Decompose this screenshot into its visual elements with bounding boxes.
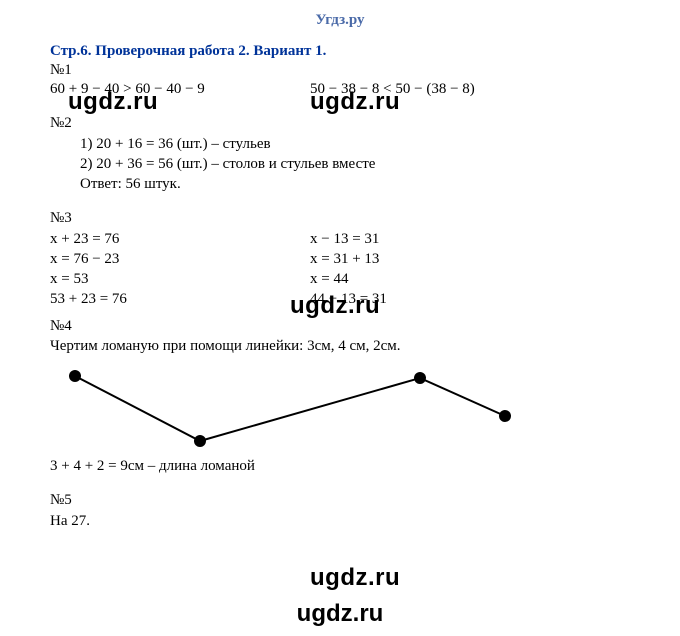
polyline-path <box>75 376 505 441</box>
problem-5-num: №5 <box>50 490 630 510</box>
p3a-4: 53 + 23 = 76 <box>50 289 310 309</box>
polyline-vertex-2 <box>414 372 426 384</box>
watermark-3: ugdz.ru <box>290 292 380 320</box>
watermark-4: ugdz.ru <box>310 564 400 592</box>
page-title: Стр.6. Проверочная работа 2. Вариант 1. <box>50 43 630 60</box>
polyline-vertex-1 <box>194 435 206 447</box>
p4-line2: 3 + 4 + 2 = 9см – длина ломаной <box>50 456 630 476</box>
watermark-1: ugdz.ru <box>68 88 158 116</box>
polyline-vertex-0 <box>69 370 81 382</box>
p2-answer: Ответ: 56 штук. <box>50 174 630 194</box>
watermark-2: ugdz.ru <box>310 88 400 116</box>
footer-watermark: ugdz.ru <box>0 600 680 628</box>
p5-line1: На 27. <box>50 511 630 531</box>
problem-2-num: №2 <box>50 113 630 133</box>
p3b-3: x = 44 <box>310 269 630 289</box>
p2-line1: 1) 20 + 16 = 36 (шт.) – стульев <box>50 134 630 154</box>
p3a-3: x = 53 <box>50 269 310 289</box>
p3b-2: x = 31 + 13 <box>310 249 630 269</box>
p3b-1: x − 13 = 31 <box>310 229 630 249</box>
problem-1-num: №1 <box>50 62 630 79</box>
site-header: Угдз.ру <box>50 12 630 29</box>
polyline-vertex-3 <box>499 410 511 422</box>
p3a-2: x = 76 − 23 <box>50 249 310 269</box>
p3a-1: x + 23 = 76 <box>50 229 310 249</box>
polyline-diagram <box>50 356 610 456</box>
p4-line1: Чертим ломаную при помощи линейки: 3см, … <box>50 336 630 356</box>
p2-line2: 2) 20 + 36 = 56 (шт.) – столов и стульев… <box>50 154 630 174</box>
problem-3-num: №3 <box>50 208 630 228</box>
polyline-svg <box>50 356 610 456</box>
